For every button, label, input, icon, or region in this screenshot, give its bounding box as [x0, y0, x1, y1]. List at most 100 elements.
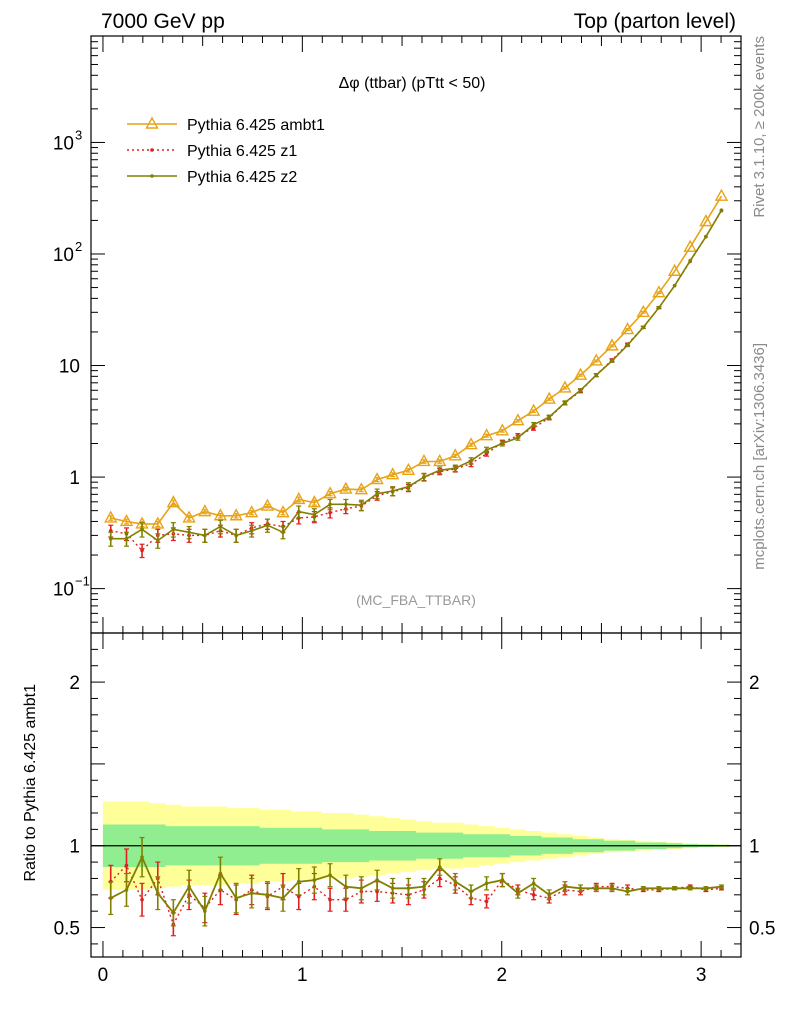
data-point	[390, 886, 395, 891]
data-point	[641, 886, 646, 891]
data-point	[312, 878, 317, 882]
data-point	[479, 428, 494, 441]
data-point	[359, 886, 364, 891]
data-point	[401, 462, 416, 475]
data-point	[657, 886, 661, 891]
legend-entry: Pythia 6.425 ambt1	[127, 116, 325, 134]
data-point	[385, 467, 400, 480]
data-point	[542, 391, 556, 404]
data-point	[464, 437, 478, 450]
main-series-1	[104, 188, 729, 529]
ratio-ytick-label: 0.5	[54, 919, 80, 940]
data-point	[469, 458, 473, 463]
data-point	[124, 863, 129, 868]
data-point	[433, 454, 447, 467]
ratio-series-2-line	[110, 855, 722, 915]
data-point	[281, 896, 285, 900]
data-point	[124, 888, 129, 892]
data-point	[140, 897, 144, 902]
data-point	[688, 886, 692, 891]
data-point	[104, 510, 118, 523]
rivet-label: Rivet 3.1.10, ≥ 200k events	[751, 36, 768, 218]
ratio-ytick-label-right: 1	[749, 837, 760, 858]
data-point	[203, 909, 207, 913]
data-point	[375, 491, 379, 496]
data-point	[198, 504, 212, 517]
data-point	[140, 527, 144, 532]
data-point	[610, 886, 614, 891]
ratio-frame	[90, 632, 742, 958]
data-point	[652, 285, 666, 298]
data-point	[610, 359, 614, 363]
data-point	[531, 881, 536, 886]
data-point	[406, 484, 411, 489]
data-point	[453, 879, 458, 884]
xtick-label: 1	[297, 965, 308, 986]
data-point	[218, 871, 223, 876]
data-point	[182, 510, 196, 523]
main-ytick-label: 10 2	[53, 239, 82, 266]
data-point	[469, 889, 473, 894]
data-point	[359, 503, 364, 507]
ratio-series-1-line	[110, 864, 722, 927]
data-point	[573, 367, 588, 380]
data-point	[453, 466, 458, 471]
data-point	[140, 855, 144, 859]
data-point	[578, 886, 583, 891]
data-point	[124, 536, 129, 541]
data-point	[625, 889, 630, 894]
data-point	[422, 475, 426, 479]
data-point	[719, 208, 724, 212]
ytick-exp: 2	[75, 239, 82, 254]
data-point	[296, 879, 301, 884]
data-point	[704, 886, 708, 891]
ratio-ytick-label-right: 0.5	[749, 919, 775, 940]
data-point	[307, 495, 321, 508]
data-point	[155, 891, 160, 895]
mcplots-label: mcplots.cern.ch [arXiv:1306.3436]	[751, 343, 768, 570]
data-point	[531, 422, 536, 427]
data-point	[187, 530, 191, 535]
data-point	[714, 188, 729, 201]
data-point	[422, 884, 426, 889]
data-point	[620, 322, 635, 335]
data-point	[495, 423, 510, 436]
data-point	[249, 891, 254, 895]
chart-title: Δφ (ttbar) (pTtt < 50)	[339, 75, 486, 92]
data-point	[328, 897, 332, 902]
data-point	[594, 373, 599, 377]
data-point	[234, 533, 238, 538]
data-point	[437, 876, 442, 881]
data-point	[155, 538, 160, 543]
data-point	[249, 528, 254, 533]
data-point	[484, 448, 489, 452]
data-point	[594, 886, 599, 891]
data-point	[187, 884, 191, 889]
data-point	[558, 380, 572, 393]
ratio-ytick-label: 2	[69, 673, 80, 694]
main-series-1-line	[110, 195, 723, 525]
data-point	[260, 498, 275, 511]
data-point	[171, 527, 176, 532]
data-point	[417, 454, 431, 467]
data-point	[265, 893, 270, 897]
data-point	[500, 441, 505, 446]
data-point	[344, 884, 348, 889]
header-left: 7000 GeV pp	[101, 10, 225, 33]
data-point	[672, 886, 677, 891]
legend-marker	[145, 116, 159, 129]
data-point	[484, 899, 489, 904]
data-point	[203, 533, 207, 538]
ytick-base: 10	[53, 245, 74, 266]
data-point	[328, 510, 332, 515]
data-point	[526, 403, 541, 416]
ytick-base: 1	[69, 468, 80, 489]
data-point	[119, 514, 134, 527]
main-ytick-label: 10 3	[53, 127, 82, 154]
legend-marker	[150, 174, 154, 178]
data-point	[390, 489, 395, 493]
legend-entry: Pythia 6.425 z2	[127, 169, 297, 186]
main-ytick-label: 1	[69, 468, 80, 489]
data-point	[641, 325, 646, 330]
